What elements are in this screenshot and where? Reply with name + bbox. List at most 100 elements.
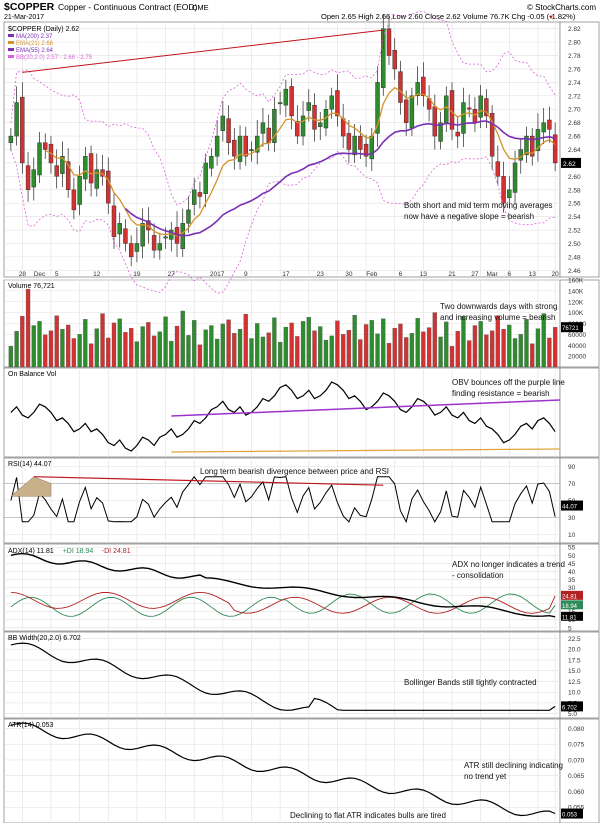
volume-bar bbox=[358, 339, 363, 368]
volume-bar bbox=[43, 334, 48, 368]
candle-up bbox=[512, 162, 518, 193]
y-tick-label: 40000 bbox=[568, 343, 586, 350]
volume-bar bbox=[157, 331, 162, 368]
x-tick-label: 23 bbox=[317, 271, 325, 278]
candle-down bbox=[111, 205, 117, 237]
rsi-title: RSI(14) 44.07 bbox=[8, 461, 52, 468]
y-tick-label: 2.56 bbox=[568, 201, 581, 208]
legend-label: BB(20,2.0) 2.57 - 2.66 - 2.75 bbox=[16, 55, 93, 61]
candle-up bbox=[214, 135, 220, 157]
y-tick-label: 2.72 bbox=[568, 93, 581, 100]
volume-bar bbox=[524, 319, 529, 368]
candle-up bbox=[31, 169, 36, 188]
volume-bar bbox=[306, 317, 311, 368]
adx-title-part: ADX(14) 11.81 bbox=[8, 548, 54, 555]
y-tick-label: 2.60 bbox=[568, 174, 581, 181]
bbwidth-annotation: Bollinger Bands still tightly contracted bbox=[404, 678, 537, 687]
volume-bar bbox=[134, 341, 140, 368]
volume-bar bbox=[409, 333, 415, 368]
volume-bar bbox=[375, 333, 380, 368]
candle-up bbox=[524, 135, 529, 156]
candle-down bbox=[335, 90, 340, 117]
volume-bar bbox=[54, 315, 59, 368]
volume-bar bbox=[541, 313, 546, 368]
y-tick-label: 30 bbox=[568, 515, 576, 522]
candle-up bbox=[157, 243, 163, 251]
candle-up bbox=[191, 189, 197, 205]
candle-down bbox=[88, 153, 94, 184]
x-tick-label: 27 bbox=[471, 271, 479, 278]
volume-bar bbox=[507, 324, 512, 368]
volume-bar bbox=[346, 330, 352, 368]
volume-bar bbox=[100, 313, 105, 368]
volume-bar bbox=[237, 328, 243, 368]
y-tick-label: 30 bbox=[568, 585, 576, 592]
volume-bar bbox=[249, 338, 254, 368]
candle-up bbox=[381, 28, 386, 88]
symbol-description: Copper - Continuous Contract (EOD) bbox=[58, 2, 198, 12]
volume-bar bbox=[180, 310, 185, 368]
y-tick-label: 5 bbox=[568, 625, 572, 632]
candle-down bbox=[65, 161, 71, 190]
y-tick-label: 2.74 bbox=[568, 80, 581, 87]
volume-bar bbox=[478, 321, 483, 368]
volume-bar bbox=[77, 334, 82, 368]
candle-down bbox=[128, 243, 134, 258]
annotation-line: and increasing volume = bearish bbox=[440, 313, 555, 322]
volume-bar bbox=[530, 343, 535, 368]
volume-bar bbox=[31, 325, 36, 368]
candle-up bbox=[409, 95, 415, 129]
rsi-divergence-line bbox=[33, 476, 384, 486]
candle-up bbox=[461, 102, 466, 134]
annotation-line: ATR still declining indicating bbox=[464, 761, 563, 770]
candle-down bbox=[403, 99, 409, 123]
volume-bar bbox=[501, 328, 506, 368]
candle-up bbox=[249, 149, 254, 152]
legend-swatch bbox=[8, 41, 14, 44]
rsi-line bbox=[10, 475, 556, 524]
volume-bar bbox=[323, 339, 329, 368]
volume-bar bbox=[300, 321, 306, 368]
obv-annotation: OBV bounces off the purple line finding r… bbox=[452, 378, 565, 398]
watermark: © StockCharts.com bbox=[527, 3, 596, 12]
price-annotation: Both short and mid term moving averages n… bbox=[404, 201, 553, 221]
candle-down bbox=[312, 105, 317, 130]
price-panel-title: $COPPER (Daily) 2.62 bbox=[8, 26, 79, 33]
candle-up bbox=[186, 209, 191, 224]
symbol-title: $COPPER bbox=[4, 1, 55, 13]
volume-bar bbox=[335, 320, 340, 368]
candle-up bbox=[329, 95, 334, 110]
volume-bar bbox=[518, 334, 523, 368]
candle-up bbox=[272, 109, 277, 143]
y-tick-label: 0.065 bbox=[568, 773, 585, 780]
y-tick-label: 15.0 bbox=[568, 668, 581, 675]
candle-up bbox=[203, 162, 208, 194]
candle-down bbox=[392, 49, 397, 70]
candle-down bbox=[530, 135, 535, 157]
volume-bar bbox=[66, 324, 71, 368]
annotation-line: OBV bounces off the purple line bbox=[452, 378, 565, 387]
volume-bar bbox=[472, 325, 478, 368]
volume-bar bbox=[369, 320, 374, 368]
candle-up bbox=[163, 236, 168, 239]
volume-bar bbox=[123, 332, 128, 368]
volume-bar bbox=[140, 326, 145, 368]
volume-bar bbox=[386, 342, 392, 368]
y-tick-label: 50 bbox=[568, 553, 576, 560]
volume-bar bbox=[220, 323, 225, 368]
volume-bar bbox=[209, 325, 214, 368]
obv-purple-resistance-line bbox=[171, 399, 561, 417]
bbwidth-line bbox=[10, 642, 556, 711]
rsi-overbought-fill bbox=[10, 476, 52, 497]
y-tick-label: 22.5 bbox=[568, 636, 581, 643]
volume-bar bbox=[455, 331, 460, 368]
series-layer bbox=[8, 11, 561, 817]
candle-down bbox=[295, 121, 300, 137]
y-tick-label: 2.76 bbox=[568, 66, 581, 73]
y-tick-label: 2.48 bbox=[568, 254, 581, 261]
obv-gold-support-line bbox=[171, 448, 561, 453]
volume-bar bbox=[552, 327, 558, 368]
y-tick-label: 2.52 bbox=[568, 228, 581, 235]
volume-bar bbox=[266, 332, 271, 368]
